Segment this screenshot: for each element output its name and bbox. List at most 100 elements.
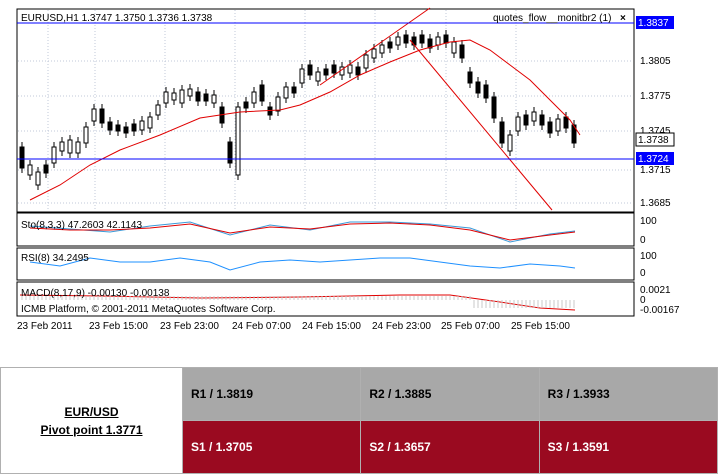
candle-body xyxy=(507,134,513,152)
price-label-current-box xyxy=(635,132,675,147)
candle-body xyxy=(355,66,361,76)
candle-body xyxy=(99,108,105,124)
candle-body xyxy=(427,38,433,49)
rsi-panel xyxy=(16,247,635,281)
price-chart[interactable]: EURUSD,H1 1.3747 1.3750 1.3736 1.3738 qu… xyxy=(0,0,720,340)
rsi-scale-bottom: 0 xyxy=(640,268,646,279)
candle-body xyxy=(435,36,441,46)
candle-body xyxy=(59,141,65,152)
price-label: 1.3805 xyxy=(640,56,671,67)
candle-body xyxy=(299,68,305,84)
price-label-line2-box xyxy=(636,152,674,165)
candle-body xyxy=(483,84,489,99)
time-label: 23 Feb 15:00 xyxy=(89,321,148,332)
price-label-line2: 1.3724 xyxy=(638,154,669,165)
pivot-pair-cell: EUR/USD Pivot point 1.3771 xyxy=(0,367,183,474)
price-label: 1.3775 xyxy=(640,91,671,102)
main-panel xyxy=(16,8,635,213)
candle-body xyxy=(291,86,297,94)
candle-body xyxy=(491,96,497,119)
candle-body xyxy=(67,139,73,154)
candle-body xyxy=(347,64,353,74)
candle-body xyxy=(275,96,281,112)
candle-body xyxy=(283,86,289,99)
candle-body xyxy=(315,71,321,82)
candle-body xyxy=(459,44,465,59)
candle-body xyxy=(419,34,425,44)
candle-body xyxy=(43,164,49,174)
candle-body xyxy=(171,92,177,101)
chart-lines xyxy=(19,7,581,311)
candle-body xyxy=(203,93,209,102)
candle-body xyxy=(187,88,193,97)
indicator-title: quotes_flow__monitbr2 (1) xyxy=(493,13,611,24)
time-label: 24 Feb 07:00 xyxy=(232,321,291,332)
candle-body xyxy=(243,101,249,109)
candle-body xyxy=(307,64,313,76)
time-label: 23 Feb 23:00 xyxy=(160,321,219,332)
sto-scale-top: 100 xyxy=(640,216,657,227)
candle-body xyxy=(19,146,25,169)
candle-body xyxy=(251,91,257,104)
close-icon[interactable]: × xyxy=(620,13,626,24)
candle-body xyxy=(123,126,129,134)
candle-body xyxy=(131,123,137,132)
s1-cell: S1 / 1.3705 xyxy=(181,420,362,474)
candle-body xyxy=(379,44,385,54)
candle-body xyxy=(139,120,145,131)
sto-main-line xyxy=(29,221,576,243)
time-label: 24 Feb 23:00 xyxy=(372,321,431,332)
rsi-scale-top: 100 xyxy=(640,251,657,262)
price-label-top: 1.3837 xyxy=(638,18,669,29)
candle-body xyxy=(155,104,161,116)
price-label: 1.3685 xyxy=(640,198,671,209)
trend-line-up xyxy=(319,7,431,86)
pair-name: EUR/USD xyxy=(64,404,119,419)
candle-body xyxy=(555,118,561,132)
candle-body xyxy=(395,36,401,46)
sto-signal-line xyxy=(29,222,576,241)
price-label: 1.3745 xyxy=(640,126,671,137)
candle-body xyxy=(443,34,449,44)
s3-cell: S3 / 1.3591 xyxy=(538,420,719,474)
time-label: 25 Feb 15:00 xyxy=(511,321,570,332)
macd-scale-top: 0.0021 xyxy=(640,285,671,296)
candle-body xyxy=(147,116,153,129)
candle-body xyxy=(195,91,201,102)
sto-scale-bottom: 0 xyxy=(640,235,646,246)
candle-body xyxy=(515,116,521,132)
trend-line-down xyxy=(409,39,553,211)
candle-body xyxy=(115,124,121,132)
candle-body xyxy=(235,106,241,176)
candle-body xyxy=(323,68,329,76)
candle-body xyxy=(363,54,369,69)
candle-body xyxy=(523,114,529,126)
macd-scale-mid: 0 xyxy=(640,295,646,306)
candle-body xyxy=(179,89,185,104)
price-label-current: 1.3738 xyxy=(638,135,669,146)
pivot-table: EUR/USD Pivot point 1.3771 R1 / 1.3819 R… xyxy=(0,367,719,474)
candle-body xyxy=(91,108,97,122)
rsi-label: RSI(8) 34.2495 xyxy=(21,253,89,264)
candle-body xyxy=(451,41,457,54)
candles xyxy=(19,30,577,190)
rsi-line xyxy=(29,257,576,271)
candle-body xyxy=(27,164,33,176)
candle-body xyxy=(563,116,569,129)
r3-cell: R3 / 1.3933 xyxy=(538,367,719,421)
price-label: 1.3715 xyxy=(640,165,671,176)
time-label: 24 Feb 15:00 xyxy=(302,321,361,332)
candle-body xyxy=(163,91,169,104)
candle-body xyxy=(571,124,577,144)
candle-body xyxy=(539,114,545,126)
s2-cell: S2 / 1.3657 xyxy=(360,420,540,474)
moving-average-line xyxy=(29,39,581,201)
candle-body xyxy=(387,41,393,49)
candle-body xyxy=(547,121,553,134)
pivot-point: Pivot point 1.3771 xyxy=(40,422,143,437)
macd-scale-bottom: -0.00167 xyxy=(640,305,680,316)
copyright-label: ICMB Platform, © 2001-2011 MetaQuotes So… xyxy=(21,304,276,315)
candle-body xyxy=(227,141,233,164)
candle-body xyxy=(331,64,337,74)
time-label: 25 Feb 07:00 xyxy=(441,321,500,332)
